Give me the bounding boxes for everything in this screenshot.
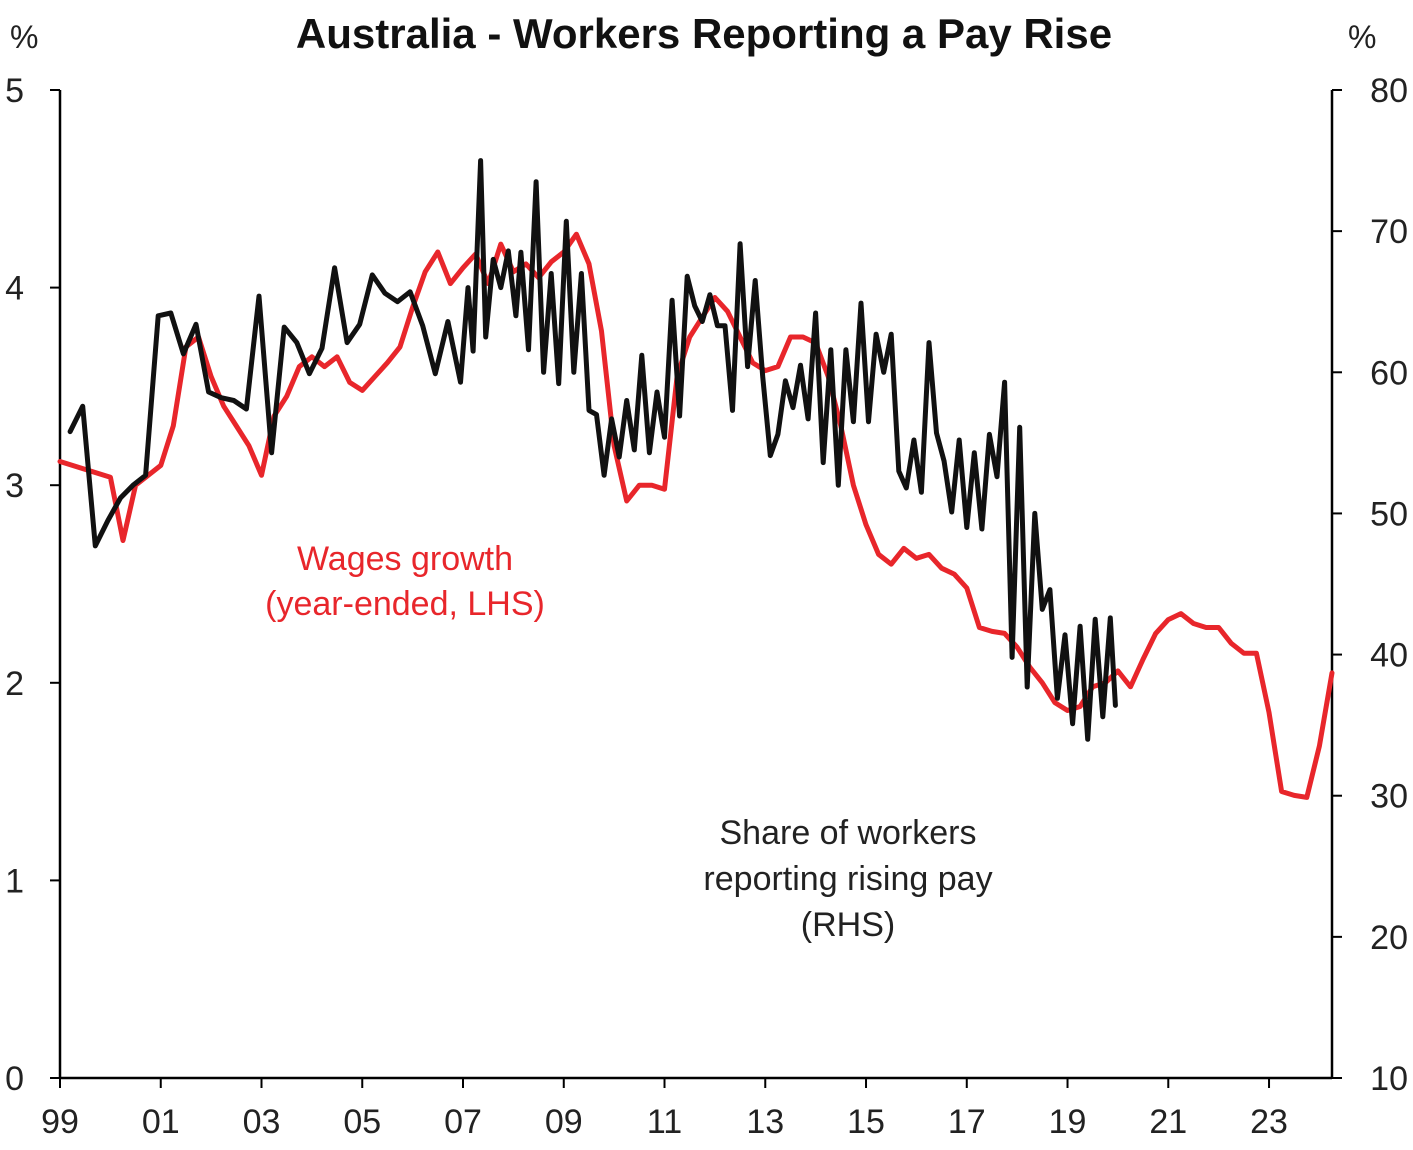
x-tick-label: 03 (243, 1103, 281, 1141)
series-lines (57, 158, 1335, 800)
share-label-line2: reporting rising pay (703, 860, 992, 898)
left-y-tick-label: 4 (5, 270, 24, 308)
x-tick-label: 99 (41, 1103, 79, 1141)
x-tick-label: 19 (1049, 1103, 1087, 1141)
right-y-tick-label: 50 (1370, 495, 1408, 533)
wages-growth-line (57, 231, 1335, 800)
right-y-tick-label: 30 (1370, 778, 1408, 816)
left-y-tick-label: 3 (5, 467, 24, 505)
right-y-tick-label: 20 (1370, 919, 1408, 957)
annotations: Wages growth (year-ended, LHS) Share of … (265, 540, 992, 944)
left-y-tick-label: 0 (5, 1060, 24, 1098)
right-y-tick-label: 10 (1370, 1060, 1408, 1098)
left-axis-unit: % (10, 19, 38, 55)
x-tick-label: 07 (444, 1103, 482, 1141)
right-y-tick-label: 80 (1370, 72, 1408, 110)
wages-label-line1: Wages growth (297, 540, 513, 578)
x-tick-label: 13 (746, 1103, 784, 1141)
x-tick-label: 23 (1250, 1103, 1288, 1141)
x-tick-label: 21 (1149, 1103, 1187, 1141)
x-tick-label: 17 (948, 1103, 986, 1141)
left-y-tick-label: 1 (5, 862, 24, 900)
right-axis-unit: % (1348, 19, 1376, 55)
chart-title: Australia - Workers Reporting a Pay Rise (296, 10, 1112, 57)
right-y-tick-label: 70 (1370, 213, 1408, 251)
share-label-line3: (RHS) (801, 906, 895, 944)
ticks: 99 01 03 05 07 09 11 13 15 17 19 21 2301234510203040… (5, 72, 1408, 1141)
right-y-tick-label: 60 (1370, 354, 1408, 392)
wages-label-line2: (year-ended, LHS) (265, 585, 545, 623)
left-y-tick-label: 5 (5, 72, 24, 110)
x-tick-label: 05 (343, 1103, 381, 1141)
share-rising-pay-line (67, 158, 1118, 742)
right-y-tick-label: 40 (1370, 637, 1408, 675)
x-tick-label: 01 (142, 1103, 180, 1141)
share-label-line1: Share of workers (720, 814, 977, 852)
x-tick-label: 09 (545, 1103, 583, 1141)
axes (58, 90, 1334, 1080)
left-y-tick-label: 2 (5, 665, 24, 703)
x-tick-label: 11 (647, 1103, 682, 1141)
x-tick-label: 15 (847, 1103, 885, 1141)
